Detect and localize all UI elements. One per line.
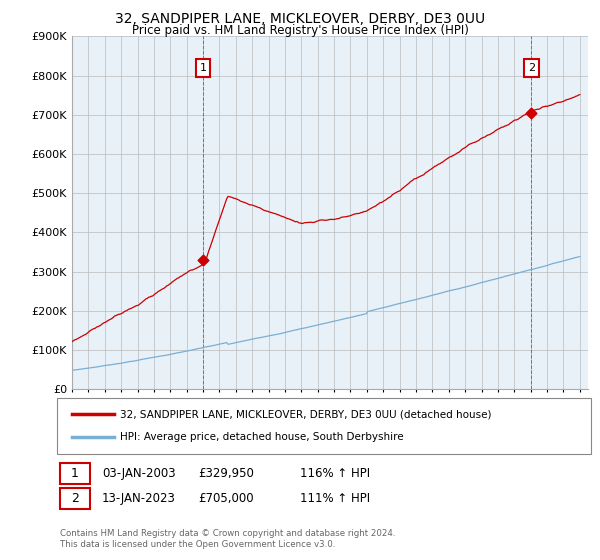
Point: [198, 255, 208, 264]
Text: 1: 1: [200, 63, 206, 73]
Text: 32, SANDPIPER LANE, MICKLEOVER, DERBY, DE3 0UU: 32, SANDPIPER LANE, MICKLEOVER, DERBY, D…: [115, 12, 485, 26]
Text: 13-JAN-2023: 13-JAN-2023: [102, 492, 176, 505]
Text: £705,000: £705,000: [198, 492, 254, 505]
Text: 2: 2: [71, 492, 79, 505]
Point: [527, 109, 536, 118]
Text: 116% ↑ HPI: 116% ↑ HPI: [300, 466, 370, 480]
Text: 2: 2: [528, 63, 535, 73]
Text: HPI: Average price, detached house, South Derbyshire: HPI: Average price, detached house, Sout…: [120, 432, 404, 442]
Text: 03-JAN-2003: 03-JAN-2003: [102, 466, 176, 480]
Text: Price paid vs. HM Land Registry's House Price Index (HPI): Price paid vs. HM Land Registry's House …: [131, 24, 469, 36]
Text: Contains HM Land Registry data © Crown copyright and database right 2024.
This d: Contains HM Land Registry data © Crown c…: [60, 529, 395, 549]
Text: 1: 1: [71, 466, 79, 480]
Text: £329,950: £329,950: [198, 466, 254, 480]
Text: 32, SANDPIPER LANE, MICKLEOVER, DERBY, DE3 0UU (detached house): 32, SANDPIPER LANE, MICKLEOVER, DERBY, D…: [120, 409, 491, 419]
Text: 111% ↑ HPI: 111% ↑ HPI: [300, 492, 370, 505]
